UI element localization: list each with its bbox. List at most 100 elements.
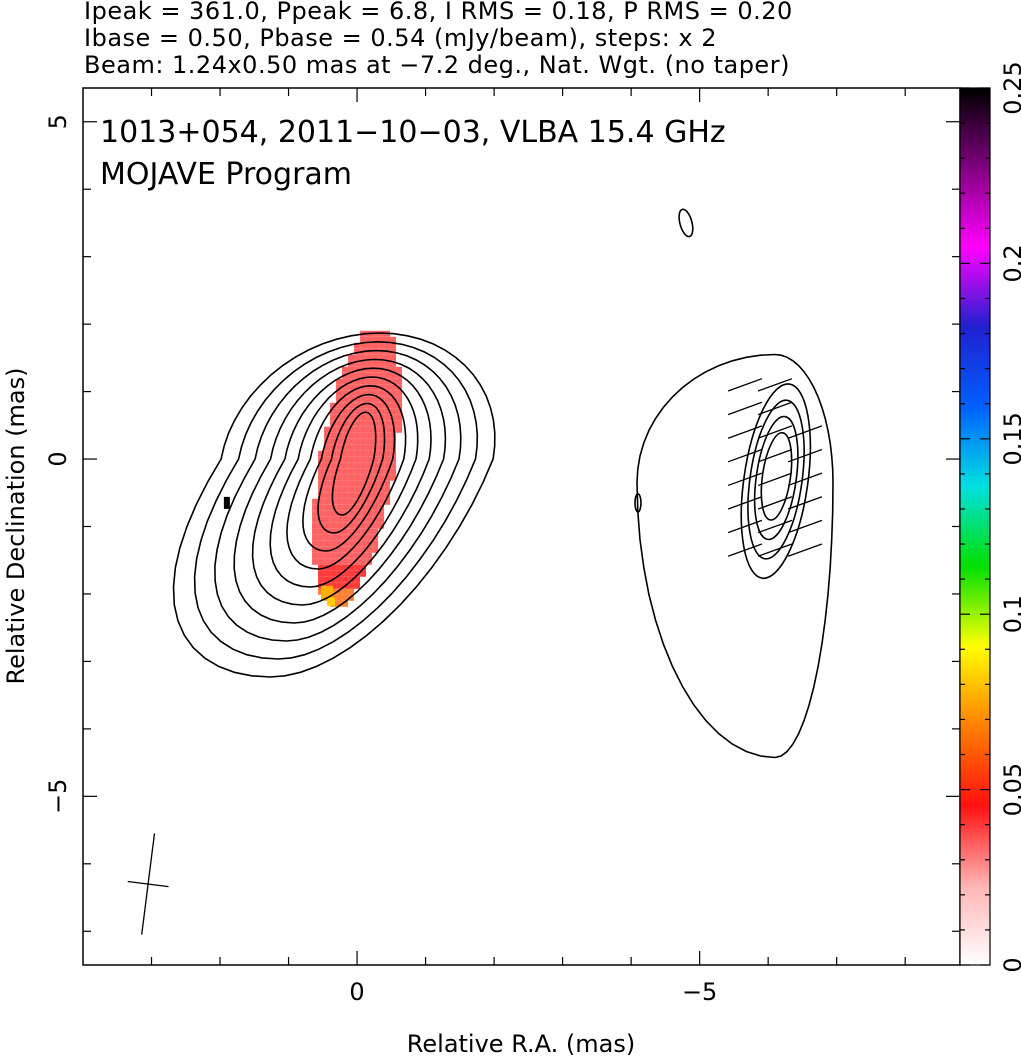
- polarization-pixel: [390, 426, 397, 433]
- polarization-pixel: [372, 348, 379, 355]
- polarization-pixel: [354, 360, 361, 367]
- polarization-pixel: [354, 480, 361, 487]
- polarization-pixel: [336, 558, 343, 565]
- polarization-pixel: [390, 462, 397, 469]
- polarization-pixel: [354, 396, 361, 403]
- polarization-pixel: [360, 528, 367, 535]
- polarization-pixel: [354, 444, 361, 451]
- polarization-pixel: [348, 504, 355, 511]
- polarization-pixel: [366, 360, 373, 367]
- polarization-pixel: [378, 426, 385, 433]
- polarization-pixel: [348, 582, 355, 589]
- polarization-pixel: [342, 462, 349, 469]
- polarization-pixel: [360, 522, 367, 529]
- polarization-pixel: [390, 396, 397, 403]
- plot-frame: [82, 87, 961, 966]
- polarization-pixel: [384, 468, 391, 475]
- polarization-pixel: [330, 456, 337, 463]
- stokes-i-contour: [331, 411, 377, 516]
- polarization-pixel: [384, 378, 391, 385]
- polarization-pixel: [378, 510, 385, 517]
- polarization-pixel: [336, 504, 343, 511]
- polarization-pixel: [360, 474, 367, 481]
- polarization-pixel: [354, 426, 361, 433]
- colorbar-tick-label: 0.1: [999, 595, 1021, 633]
- stokes-i-contour: [286, 384, 407, 570]
- polarization-pixel: [354, 486, 361, 493]
- polarization-pixel: [366, 462, 373, 469]
- evpa-stick: [727, 543, 763, 557]
- polarization-pixel: [366, 492, 373, 499]
- polarization-pixel: [372, 336, 379, 343]
- polarization-pixel: [348, 468, 355, 475]
- polarization-pixel: [324, 456, 331, 463]
- polarization-pixel: [342, 570, 349, 577]
- polarization-pixel: [366, 474, 373, 481]
- polarization-pixel: [348, 474, 355, 481]
- evpa-stick: [787, 519, 823, 534]
- polarization-pixel: [348, 366, 355, 373]
- polarization-pixel: [390, 342, 397, 349]
- polarization-pixel: [348, 438, 355, 445]
- polarization-pixel: [354, 552, 361, 559]
- polarization-pixel: [372, 408, 379, 415]
- polarization-pixel: [348, 384, 355, 391]
- polarization-pixel: [312, 552, 319, 559]
- polarization-pixel: [348, 516, 355, 523]
- header-line-3: Beam: 1.24x0.50 mas at −7.2 deg., Nat. W…: [84, 51, 790, 79]
- polarization-pixel: [378, 432, 385, 439]
- y-tick-label: −5: [44, 779, 72, 814]
- plot-area: [82, 87, 961, 966]
- polarization-pixel: [390, 402, 397, 409]
- polarization-pixel: [342, 480, 349, 487]
- polarization-pixel: [330, 552, 337, 559]
- polarization-pixel: [354, 570, 361, 577]
- polarization-pixel: [348, 498, 355, 505]
- polarization-pixel: [348, 522, 355, 529]
- polarization-pixel: [378, 378, 385, 385]
- polarization-pixel: [330, 408, 337, 415]
- polarization-pixel: [366, 450, 373, 457]
- polarization-pixel: [318, 492, 325, 499]
- polarization-pixel: [330, 444, 337, 451]
- polarization-pixel: [354, 438, 361, 445]
- polarization-pixel: [390, 354, 397, 361]
- polarization-pixel: [360, 570, 367, 577]
- polarization-pixel: [342, 504, 349, 511]
- polarization-pixel: [360, 498, 367, 505]
- polarization-pixel: [336, 564, 343, 571]
- polarization-pixel: [384, 420, 391, 427]
- polarization-pixel: [372, 546, 379, 553]
- polarization-pixel: [342, 396, 349, 403]
- stokes-i-contour: [214, 349, 462, 642]
- polarization-pixel: [366, 426, 373, 433]
- polarization-pixel: [360, 432, 367, 439]
- polarization-pixel: [348, 444, 355, 451]
- polarization-pixel: [354, 474, 361, 481]
- polarization-pixel: [336, 582, 343, 589]
- evpa-stick: [727, 401, 763, 416]
- polarization-pixel: [378, 360, 385, 367]
- polarization-pixel: [366, 480, 373, 487]
- polarization-pixel: [348, 414, 355, 421]
- polarization-pixel: [360, 450, 367, 457]
- polarization-pixel: [330, 510, 337, 517]
- colorbar-labels: 0 0.05 0.1 0.15 0.2 0.25: [999, 61, 1021, 972]
- polarization-pixel: [342, 534, 349, 541]
- polarization-pixel: [354, 456, 361, 463]
- polarization-pixel: [354, 522, 361, 529]
- polarization-pixel: [396, 414, 403, 421]
- polarization-pixel: [366, 534, 373, 541]
- polarization-pixel: [336, 390, 343, 397]
- colorbar-tick-label: 0.2: [999, 244, 1021, 282]
- polarization-pixel: [372, 468, 379, 475]
- polarization-pixel: [318, 534, 325, 541]
- polarization-pixel: [342, 492, 349, 499]
- polarization-pixel: [342, 420, 349, 427]
- polarization-pixel: [384, 408, 391, 415]
- evpa-stick: [787, 472, 823, 487]
- polarization-pixel: [384, 492, 391, 499]
- polarization-pixel: [366, 438, 373, 445]
- polarization-pixel: [360, 504, 367, 511]
